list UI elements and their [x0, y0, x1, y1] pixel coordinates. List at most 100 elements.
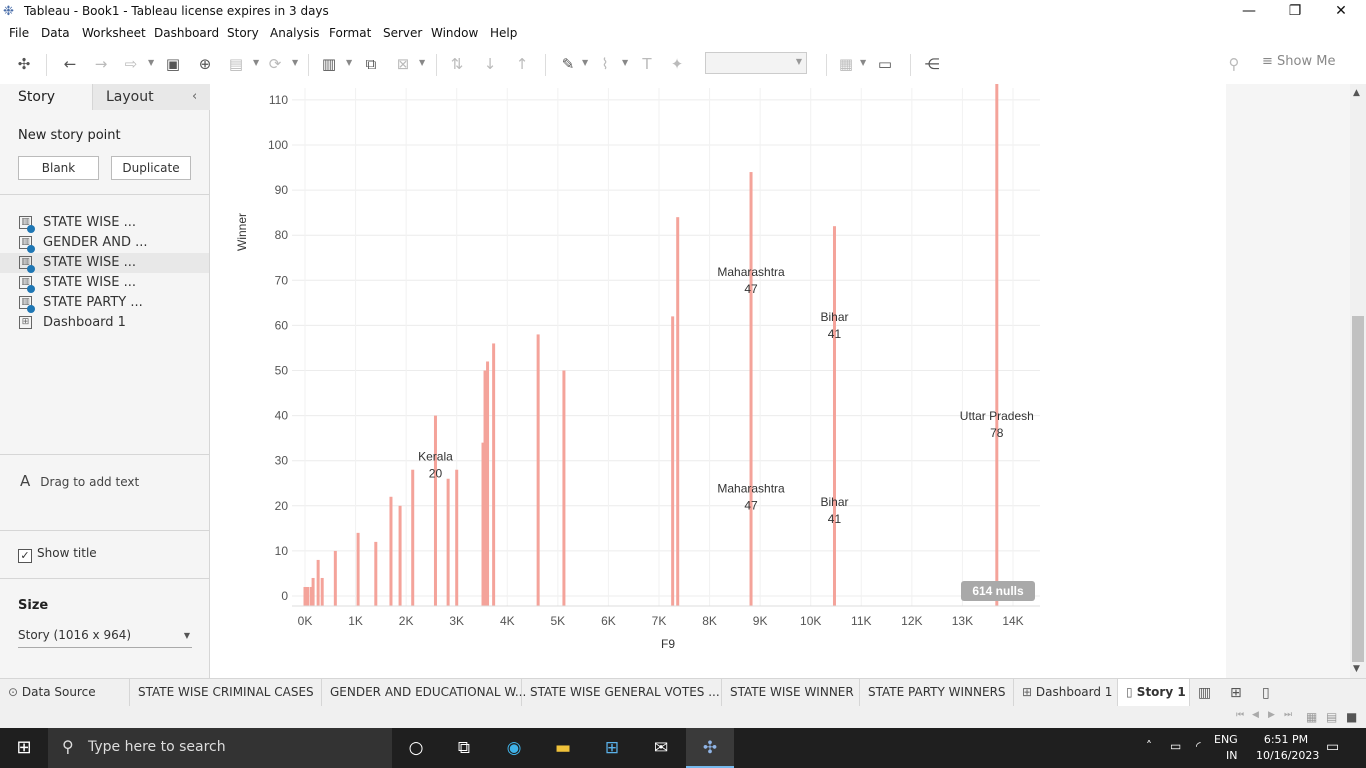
tabs-view-icon[interactable]: ■: [1346, 710, 1358, 724]
new-worksheet-dropdown-icon[interactable]: ▼: [346, 58, 353, 67]
scroll-thumb[interactable]: [1352, 316, 1364, 662]
mail-icon[interactable]: ✉: [653, 738, 669, 758]
sheet-item[interactable]: ▥ STATE WISE ...: [0, 213, 209, 233]
save-icon[interactable]: ▣: [165, 55, 181, 73]
chart-bar[interactable]: [562, 370, 566, 607]
swap-rows-columns-icon[interactable]: ⇅: [450, 55, 464, 73]
tab-data-source[interactable]: ⊙ Data Source: [0, 679, 130, 707]
highlight-icon[interactable]: ✎: [561, 55, 575, 73]
tab-sheet[interactable]: STATE WISE GENERAL VOTES ...: [522, 679, 722, 707]
filmstrip-icon[interactable]: ▤: [1326, 710, 1338, 724]
show-mark-labels-icon[interactable]: T: [642, 55, 652, 73]
clear-sheet-icon[interactable]: ⊠: [396, 55, 410, 73]
replay-icon[interactable]: ⇨: [124, 55, 138, 73]
menu-data[interactable]: Data: [41, 26, 70, 40]
show-title-checkbox[interactable]: ✓ Show title: [18, 546, 97, 563]
task-view-icon[interactable]: ⧉: [457, 738, 471, 758]
replay-dropdown-icon[interactable]: ▼: [148, 58, 155, 67]
refresh-dropdown-icon[interactable]: ▼: [292, 58, 299, 67]
close-button[interactable]: ✕: [1335, 3, 1347, 19]
chart-bar[interactable]: [333, 550, 337, 606]
battery-icon[interactable]: ▭: [1170, 739, 1182, 753]
chart-bar[interactable]: [411, 469, 415, 606]
blank-button[interactable]: Blank: [18, 156, 99, 180]
undo-icon[interactable]: ←: [63, 55, 77, 73]
redo-icon[interactable]: →: [94, 55, 108, 73]
new-story-tab-icon[interactable]: ▯: [1262, 685, 1270, 701]
new-worksheet-icon[interactable]: ▥: [321, 55, 337, 73]
prev-sheet-icon[interactable]: ◀: [1252, 710, 1259, 720]
chart-bar[interactable]: [492, 343, 496, 606]
windows-start-icon[interactable]: ⊞: [16, 737, 32, 758]
file-explorer-icon[interactable]: ▬: [554, 738, 572, 758]
notifications-icon[interactable]: ▭: [1326, 739, 1340, 755]
pause-updates-icon[interactable]: ▤: [228, 55, 244, 73]
chart-bar[interactable]: [306, 586, 310, 606]
duplicate-sheet-icon[interactable]: ⧉: [365, 55, 377, 73]
chart-bar[interactable]: [995, 84, 999, 606]
chevron-up-icon[interactable]: ˄: [1146, 739, 1152, 753]
chart-bar[interactable]: [303, 586, 307, 606]
chart-bar[interactable]: [832, 226, 836, 606]
group-members-icon[interactable]: ⌇: [601, 55, 609, 73]
restore-button[interactable]: ❐: [1288, 3, 1302, 19]
next-sheet-icon[interactable]: ▶: [1268, 710, 1275, 720]
tableau-taskbar-icon[interactable]: ✣: [686, 728, 734, 768]
chart-bar[interactable]: [536, 334, 540, 606]
tab-sheet[interactable]: STATE WISE CRIMINAL CASES: [130, 679, 322, 707]
menu-analysis[interactable]: Analysis: [270, 26, 320, 40]
show-me-button[interactable]: ≡ Show Me: [1262, 54, 1336, 69]
sheet-item[interactable]: ▥ GENDER AND ...: [0, 233, 209, 253]
chart-bar[interactable]: [374, 541, 378, 606]
menu-format[interactable]: Format: [329, 26, 372, 40]
chart-bar[interactable]: [446, 478, 450, 606]
chart-bar[interactable]: [398, 505, 402, 606]
show-cards-icon[interactable]: ▦: [838, 55, 854, 73]
minimize-button[interactable]: —: [1242, 3, 1256, 19]
tab-sheet[interactable]: STATE WISE WINNER: [722, 679, 860, 707]
chart-bar[interactable]: [676, 217, 680, 606]
collapse-panel-icon[interactable]: ‹: [192, 89, 198, 104]
menu-help[interactable]: Help: [490, 26, 518, 40]
chart-bar[interactable]: [309, 586, 313, 606]
chart-bar[interactable]: [455, 469, 459, 606]
sheet-item[interactable]: ▥ STATE WISE ...: [0, 253, 209, 273]
wifi-icon[interactable]: ◜: [1196, 739, 1201, 753]
clock[interactable]: 6:51 PM 10/16/2023: [1256, 732, 1319, 764]
sheet-sorter-icon[interactable]: ▦: [1306, 710, 1318, 724]
taskbar-search[interactable]: ⚲ Type here to search: [48, 728, 392, 768]
sheet-item[interactable]: ▥ STATE WISE ...: [0, 273, 209, 293]
size-select[interactable]: Story (1016 x 964) ▼: [18, 628, 192, 648]
pause-dropdown-icon[interactable]: ▼: [253, 58, 260, 67]
tab-sheet[interactable]: STATE PARTY WINNERS: [860, 679, 1014, 707]
share-icon[interactable]: ⋲: [924, 55, 940, 73]
chart-bar[interactable]: [433, 415, 437, 606]
paint-roller-icon[interactable]: ⚲: [1228, 55, 1240, 73]
tab-dashboard[interactable]: ⊞ Dashboard 1: [1014, 679, 1118, 707]
nulls-indicator[interactable]: 614 nulls: [961, 581, 1035, 601]
menu-file[interactable]: File: [9, 26, 30, 40]
sort-descending-icon[interactable]: ↑: [515, 55, 529, 73]
menu-dashboard[interactable]: Dashboard: [154, 26, 220, 40]
sheet-item[interactable]: ▥ STATE PARTY ...: [0, 293, 209, 313]
group-dropdown-icon[interactable]: ▼: [622, 58, 629, 67]
duplicate-button[interactable]: Duplicate: [111, 156, 191, 180]
fit-select[interactable]: ▼: [705, 52, 807, 74]
chart-bar[interactable]: [486, 361, 490, 606]
tab-sheet[interactable]: GENDER AND EDUCATIONAL W...: [322, 679, 526, 707]
new-datasource-icon[interactable]: ⊕: [198, 55, 212, 73]
chart-bar[interactable]: [671, 316, 675, 606]
refresh-icon[interactable]: ⟳: [268, 55, 282, 73]
tab-story[interactable]: Story: [0, 84, 92, 110]
tab-story[interactable]: ▯ Story 1: [1118, 679, 1190, 707]
drag-text-item[interactable]: A Drag to add text: [20, 472, 139, 490]
clear-dropdown-icon[interactable]: ▼: [419, 58, 426, 67]
chart-bar[interactable]: [320, 577, 324, 606]
chart-bar[interactable]: [483, 370, 487, 607]
sort-ascending-icon[interactable]: ↓: [483, 55, 497, 73]
chart-bar[interactable]: [311, 577, 315, 606]
first-sheet-icon[interactable]: ⏮: [1236, 710, 1245, 720]
tableau-home-icon[interactable]: ✣: [17, 55, 31, 73]
chart-bar[interactable]: [389, 496, 393, 606]
chart-bar[interactable]: [316, 559, 320, 606]
